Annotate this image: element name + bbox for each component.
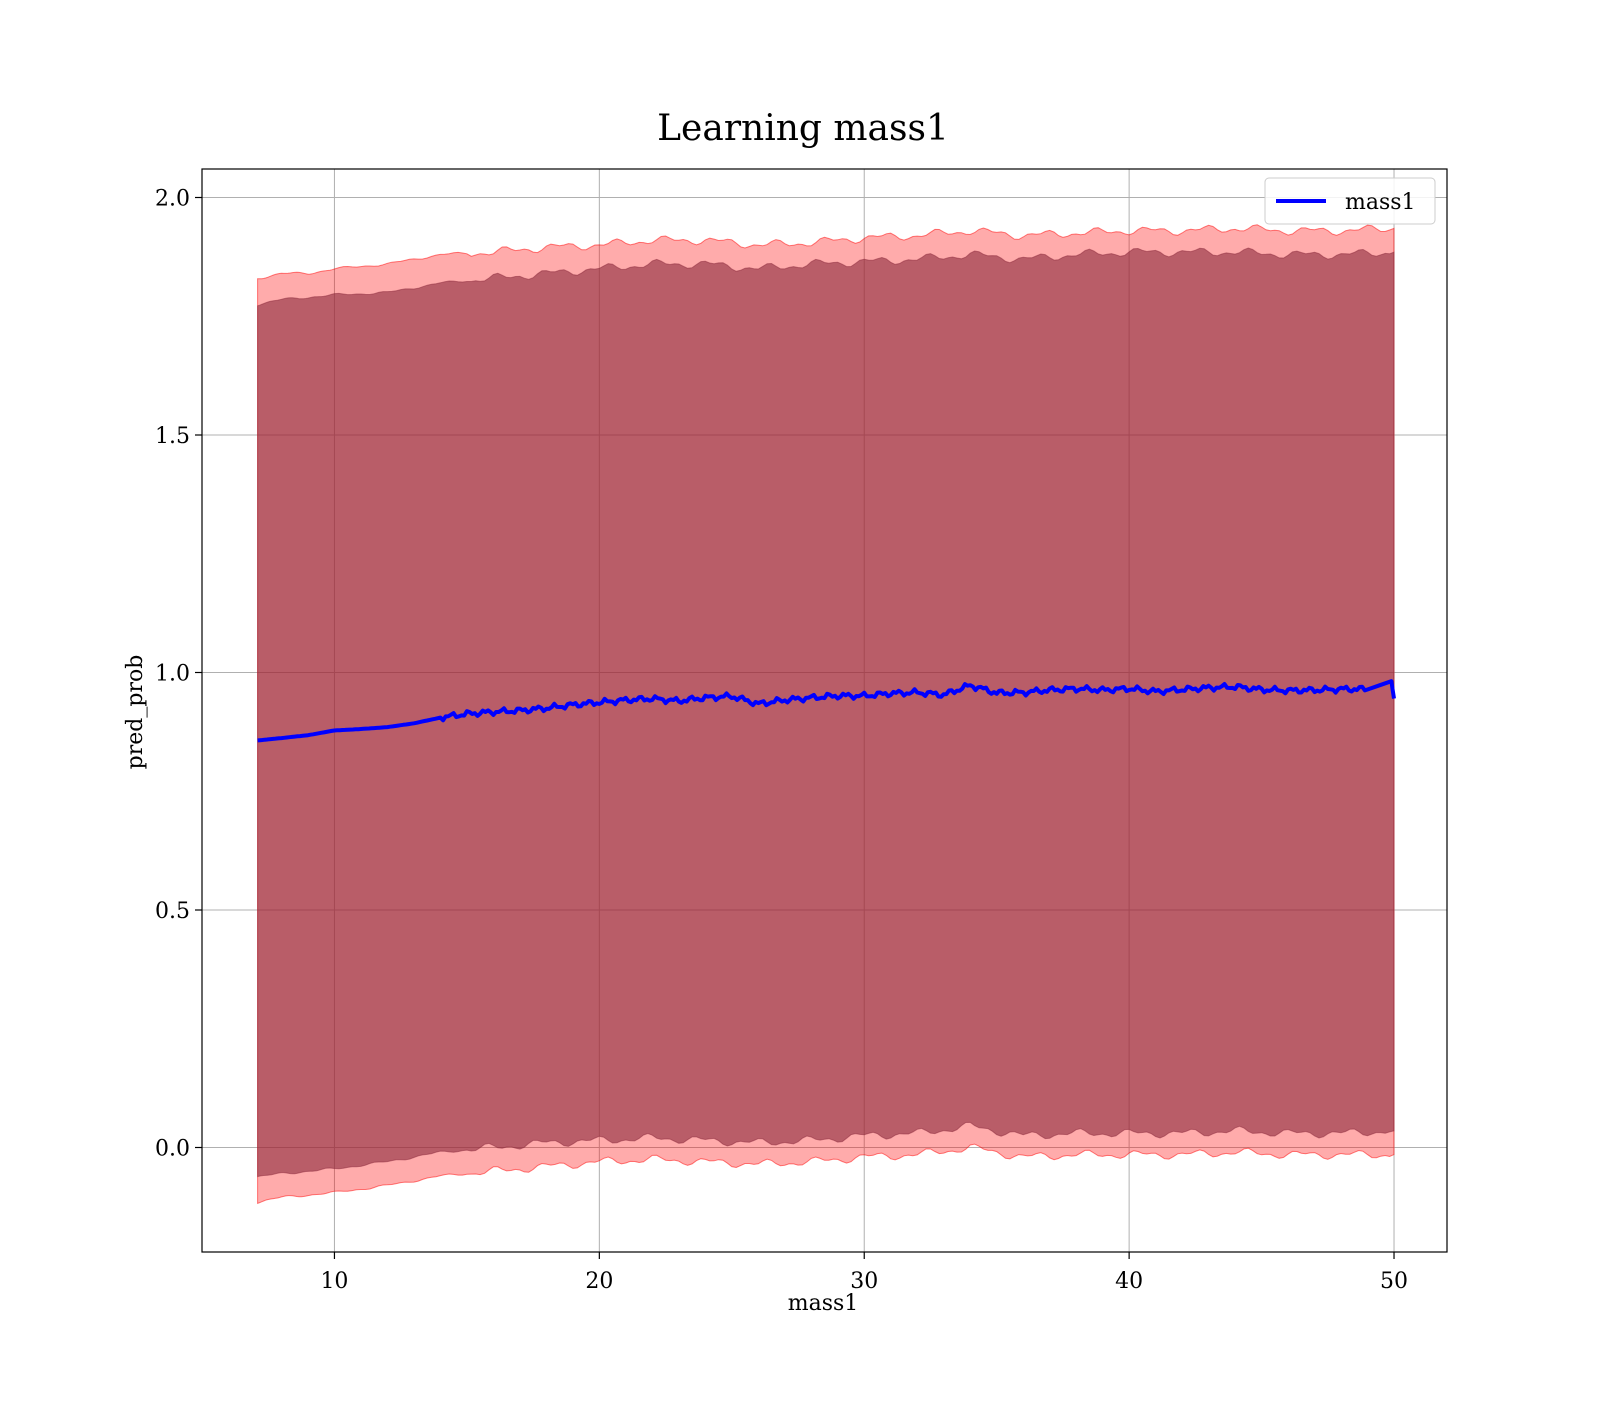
axes: 10 20 30 40 50 0.0 0.5 1.0 1.5 2.0 — [155, 168, 1448, 1294]
y-tick-label-1: 0.5 — [155, 899, 190, 924]
y-tick-label-2: 1.0 — [155, 662, 190, 687]
legend-label-mass1: mass1 — [1345, 190, 1416, 215]
x-axis-label: mass1 — [788, 1291, 859, 1316]
x-tick-label-1: 20 — [585, 1269, 613, 1294]
x-tick-label-2: 30 — [850, 1269, 878, 1294]
x-tick-label-0: 10 — [320, 1269, 348, 1294]
y-tick-label-3: 1.5 — [155, 424, 190, 449]
plot-frame — [201, 168, 1448, 1253]
legend: mass1 — [1264, 177, 1436, 225]
chart-title: Learning mass1 — [657, 108, 949, 149]
series-lines — [257, 679, 1396, 743]
y-tick-label-4: 2.0 — [155, 187, 190, 212]
x-tick-label-4: 50 — [1380, 1269, 1408, 1294]
x-tick-label-3: 40 — [1115, 1269, 1143, 1294]
series-line-mass1 — [257, 679, 1396, 743]
y-tick-label-0: 0.0 — [155, 1137, 190, 1162]
legend-box — [1264, 177, 1436, 225]
band-inner — [257, 247, 1395, 1178]
y-axis-label: pred_prob — [123, 655, 148, 770]
confidence-bands — [257, 224, 1395, 1205]
